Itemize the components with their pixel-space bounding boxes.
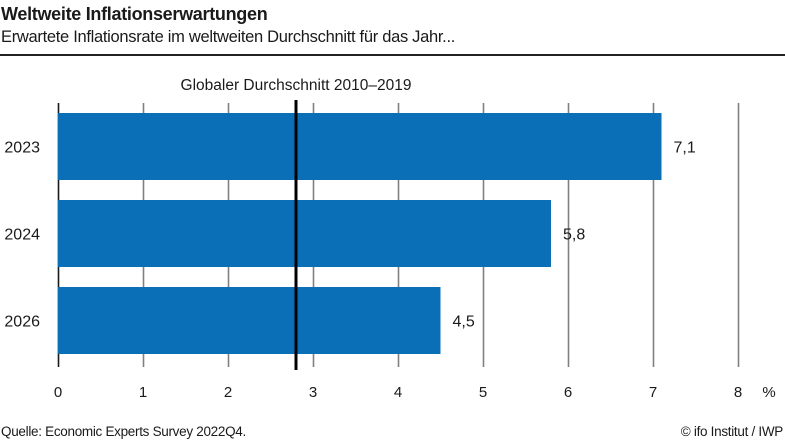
x-tick-label: 1 — [139, 384, 147, 401]
labels: 0 1 2 3 4 5 6 7 8 % 2023 7,1 2024 5,8 2026 4,5 — [4, 140, 775, 402]
bar — [58, 200, 551, 267]
data-label: 7,1 — [674, 140, 696, 157]
reference-line-group: Globaler Durchschnitt 2010–2019 — [181, 77, 412, 370]
x-tick-label: 8 — [734, 384, 742, 401]
category-label: 2026 — [4, 314, 40, 331]
category-label: 2023 — [4, 140, 40, 157]
x-tick-label: 7 — [649, 384, 657, 401]
bars — [58, 113, 662, 354]
x-tick-label: 0 — [54, 384, 62, 401]
x-axis-unit-label: % — [762, 384, 775, 401]
x-tick-label: 6 — [564, 384, 572, 401]
x-tick-label: 3 — [309, 384, 317, 401]
bar — [58, 113, 662, 180]
chart-title: Weltweite Inflationserwartungen — [1, 4, 268, 24]
header-divider — [0, 54, 785, 56]
data-label: 4,5 — [453, 314, 475, 331]
chart-subtitle: Erwartete Inflationsrate im weltweiten D… — [1, 28, 456, 46]
copyright-note: © ifo Institut / IWP — [680, 424, 784, 439]
data-label: 5,8 — [563, 227, 585, 244]
reference-line-label: Globaler Durchschnitt 2010–2019 — [181, 77, 412, 94]
category-label: 2024 — [4, 227, 40, 244]
bar — [58, 287, 441, 354]
x-tick-label: 4 — [394, 384, 402, 401]
x-tick-label: 2 — [224, 384, 232, 401]
x-tick-label: 5 — [479, 384, 487, 401]
source-note: Quelle: Economic Experts Survey 2022Q4. — [1, 424, 246, 439]
